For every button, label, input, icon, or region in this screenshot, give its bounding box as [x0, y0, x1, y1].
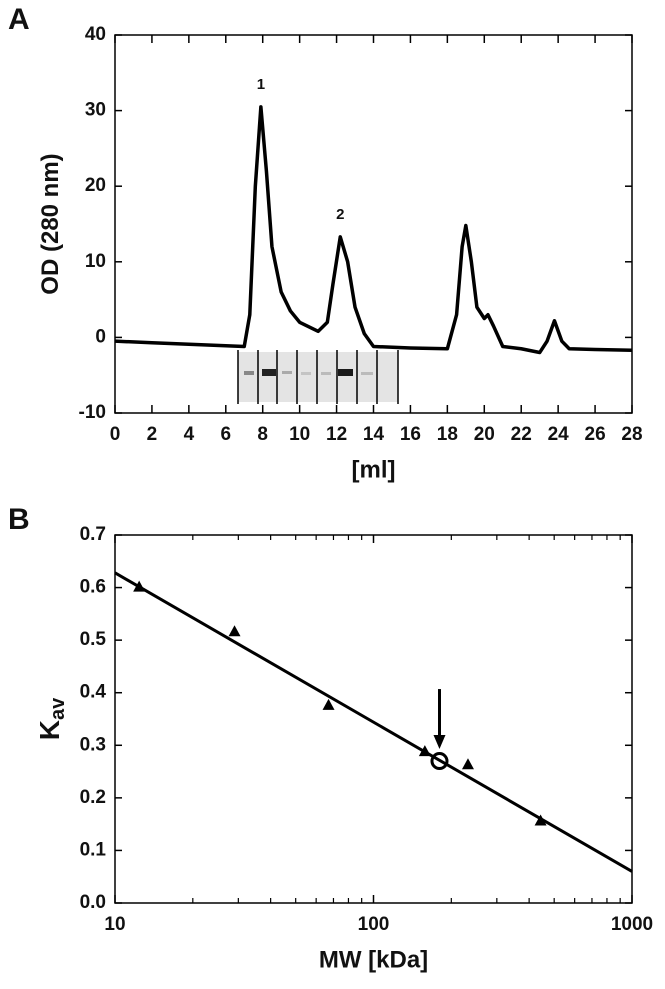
x-tick-label: 12: [326, 424, 347, 445]
y-tick-label: 30: [85, 100, 106, 121]
y-tick-label: 20: [85, 175, 106, 196]
peak-label: 1: [257, 76, 265, 93]
peak-label: 2: [336, 206, 344, 223]
y-tick-label: 10: [85, 251, 106, 272]
standard-point: [461, 758, 474, 770]
gel-band: [361, 372, 373, 375]
x-tick-label: 2: [147, 424, 158, 445]
gel-band: [301, 372, 311, 375]
y-tick-label: -10: [79, 402, 106, 423]
gel-band: [338, 369, 353, 376]
y-tick-label: 0.5: [80, 629, 107, 650]
x-tick-label: 14: [363, 424, 385, 445]
chromatogram-line: [114, 105, 633, 355]
standard-point: [322, 698, 335, 710]
x-tick-label: 0: [110, 424, 121, 445]
gel-lane-dividers: [237, 350, 399, 404]
gel-band: [321, 372, 331, 375]
panel-label: B: [8, 503, 30, 536]
y-axis-label: Kav: [34, 697, 69, 740]
panel-label: A: [8, 3, 30, 36]
fit-line: [114, 571, 633, 873]
y-axis-label-sub: av: [47, 697, 69, 720]
x-tick-label: 16: [400, 424, 421, 445]
x-tick-label: 22: [511, 424, 532, 445]
y-axis-label-main: OD (280 nm): [37, 153, 64, 294]
x-axis-label: MW [kDa]: [319, 946, 428, 973]
x-axis-label: [ml]: [352, 456, 396, 483]
gel-background: [238, 352, 398, 402]
y-axis-label: OD (280 nm): [37, 153, 64, 294]
y-tick-label: 0.4: [80, 682, 107, 703]
gel-band: [282, 371, 292, 374]
x-tick-label: 26: [585, 424, 606, 445]
x-tick-label: 100: [358, 914, 390, 935]
x-tick-label: 10: [104, 914, 125, 935]
y-tick-label: 0.0: [80, 892, 106, 913]
gel-band: [244, 371, 254, 375]
standard-point: [228, 625, 241, 637]
x-tick-label: 24: [548, 424, 570, 445]
x-tick-label: 8: [257, 424, 268, 445]
x-tick-label: 18: [437, 424, 458, 445]
y-tick-label: 0.2: [80, 787, 106, 808]
y-tick-label: 40: [85, 24, 106, 45]
gel-image: [237, 350, 399, 404]
y-tick-label: 0.6: [80, 577, 106, 598]
x-tick-label: 10: [289, 424, 310, 445]
x-tick-label: 1000: [611, 914, 653, 935]
gel-band: [262, 369, 276, 376]
plot-frame: [114, 534, 633, 904]
y-tick-label: 0: [95, 326, 106, 347]
sample-arrowhead: [433, 735, 446, 750]
y-axis-label-main: K: [34, 720, 65, 740]
x-tick-label: 20: [474, 424, 495, 445]
y-tick-label: 0.1: [80, 839, 107, 860]
y-tick-label: 0.7: [80, 524, 106, 545]
y-tick-label: 0.3: [80, 734, 106, 755]
x-tick-label: 4: [184, 424, 195, 445]
x-tick-label: 28: [621, 424, 642, 445]
x-tick-label: 6: [220, 424, 231, 445]
